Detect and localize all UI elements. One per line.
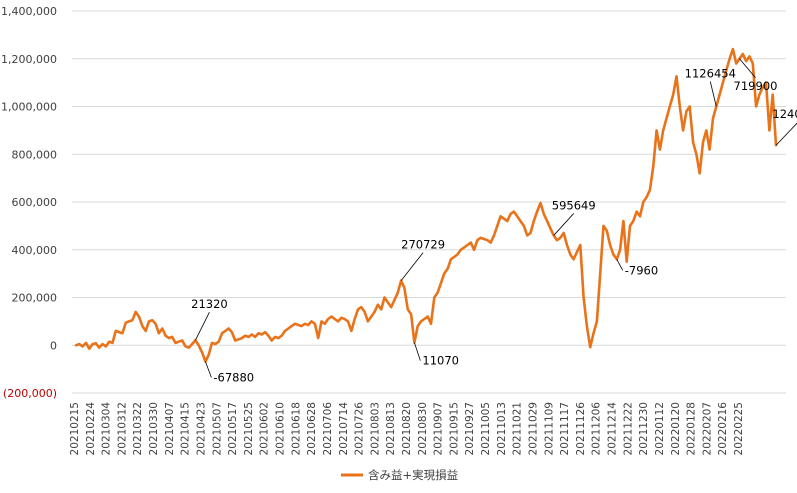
annotation-leader (195, 311, 210, 341)
x-tick-label: 20210322 (132, 402, 144, 455)
x-tick-label: 20220112 (654, 402, 666, 455)
x-tick-label: 20210224 (85, 402, 97, 456)
annotation-label: 270729 (401, 238, 445, 252)
x-tick-label: 20210820 (401, 402, 413, 455)
x-tick-label: 20211117 (559, 402, 571, 455)
x-tick-label: 20210215 (69, 402, 81, 455)
annotation-leader (616, 259, 624, 271)
y-tick-label: 1,400,000 (1, 5, 57, 18)
x-tick-label: 20220128 (686, 402, 698, 455)
data-annotations: 21320 -67880 270729 11070 595649 -7960 1126454… (191, 58, 797, 384)
x-tick-label: 20210927 (464, 402, 476, 455)
y-tick-label: 200,000 (12, 292, 58, 305)
series-line-layer (74, 47, 778, 363)
x-tick-label: 20210517 (227, 402, 239, 455)
x-tick-label: 20211013 (496, 402, 508, 455)
x-tick-label: 20210415 (180, 402, 192, 455)
x-tick-label: 20210915 (448, 402, 460, 455)
x-tick-label: 20210304 (101, 402, 113, 456)
y-tick-label: (200,000) (3, 387, 57, 400)
x-tick-label: 20210803 (369, 402, 381, 455)
x-tick-label: 20210726 (354, 402, 366, 456)
annotation-label: -67880 (213, 370, 254, 384)
annotation-label: 1240498 (772, 107, 797, 121)
x-tick-label: 20210507 (211, 402, 223, 455)
y-tick-label: 0 (50, 339, 57, 352)
gridlines (72, 10, 786, 394)
x-tick-label: 20210706 (322, 402, 334, 456)
x-tick-label: 20220207 (701, 402, 713, 455)
annotation-label: 595649 (552, 198, 596, 212)
x-tick-label: 20220120 (670, 402, 682, 455)
y-tick-label: 1,000,000 (1, 101, 57, 114)
x-tick-label: 20220225 (733, 402, 745, 455)
x-tick-label: 20211230 (638, 402, 650, 455)
x-tick-label: 20210714 (338, 402, 350, 456)
annotation-leader (553, 213, 575, 236)
annotation-leader (775, 122, 797, 146)
x-tick-label: 20211029 (527, 402, 539, 455)
x-tick-label: 20210813 (385, 402, 397, 455)
x-tick-label: 20210907 (433, 402, 445, 455)
x-tick-label: 20211109 (543, 402, 555, 455)
x-tick-label: 20211126 (575, 402, 587, 456)
legend: 含み益+実現損益 (341, 468, 458, 482)
x-tick-label: 20210312 (116, 402, 128, 455)
annotation-label: -7960 (625, 263, 658, 277)
x-axis-ticks: 20210215 20210224 20210304 20210312 20210322… (69, 402, 745, 456)
annotation-leader (739, 58, 756, 79)
x-tick-label: 20211021 (512, 402, 524, 455)
y-tick-label: 400,000 (12, 244, 58, 257)
x-tick-label: 20210602 (259, 402, 271, 455)
annotation-leader (709, 81, 717, 107)
x-tick-label: 20210618 (290, 402, 302, 455)
y-tick-label: 800,000 (12, 148, 58, 161)
x-tick-label: 20220216 (717, 402, 729, 456)
x-tick-label: 20210407 (164, 402, 176, 455)
x-tick-label: 20210423 (195, 402, 207, 455)
annotation-label: 1126454 (685, 67, 736, 81)
annotation-label: 21320 (191, 297, 228, 311)
annotation-leader (205, 361, 212, 378)
x-tick-label: 20211206 (591, 402, 603, 456)
x-tick-label: 20211214 (607, 402, 619, 456)
annotation-label: 11070 (422, 354, 459, 368)
annotation-leader (400, 252, 424, 281)
legend-label: 含み益+実現損益 (368, 468, 458, 482)
annotation-leader (414, 342, 421, 361)
x-tick-label: 20210628 (306, 402, 318, 455)
series-line (74, 47, 778, 363)
x-tick-label: 20210330 (148, 402, 160, 455)
x-tick-label: 20210610 (275, 402, 287, 455)
x-tick-label: 20210525 (243, 402, 255, 455)
annotation-label: 719900 (734, 79, 778, 93)
x-tick-label: 20210830 (417, 402, 429, 455)
x-tick-label: 20211222 (622, 402, 634, 455)
y-tick-label: 1,200,000 (1, 53, 57, 66)
y-axis-ticks: (200,000) 0 200,000 400,000 600,000 800,000 1,… (1, 5, 57, 400)
y-tick-label: 600,000 (12, 196, 58, 209)
x-tick-label: 20211005 (480, 402, 492, 455)
